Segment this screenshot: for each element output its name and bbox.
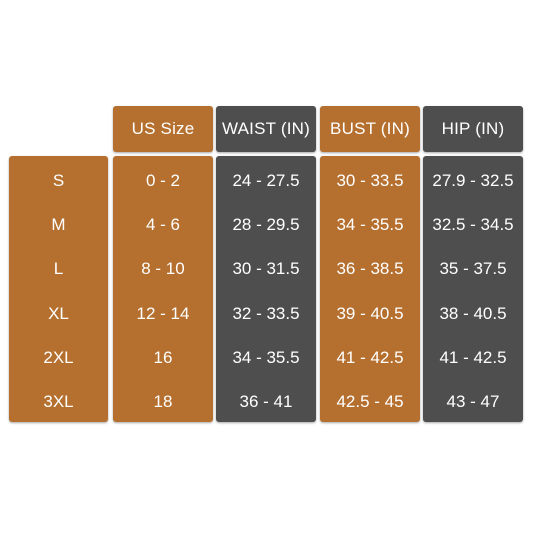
bust-cell: 36 - 38.5 (336, 259, 404, 278)
us-size-cell: 4 - 6 (145, 215, 181, 234)
waist-cell: 28 - 29.5 (232, 215, 300, 234)
us-size-cell: 16 (153, 348, 173, 367)
waist-cell: 32 - 33.5 (232, 304, 300, 323)
hip-cell: 41 - 42.5 (439, 348, 507, 367)
bust-cell: 30 - 33.5 (336, 171, 404, 190)
size-cell: 2XL (43, 348, 74, 367)
us-size-cell: 12 - 14 (136, 304, 190, 323)
header-waist: WAIST (IN) (216, 106, 316, 152)
hip-cell: 35 - 37.5 (439, 259, 507, 278)
hip-cell: 32.5 - 34.5 (432, 215, 514, 234)
bust-cell: 34 - 35.5 (336, 215, 404, 234)
size-cell: 3XL (43, 392, 74, 411)
us-size-cell: 18 (153, 392, 173, 411)
bust-cell: 39 - 40.5 (336, 304, 404, 323)
size-cell: L (53, 259, 64, 278)
bust-cell: 41 - 42.5 (336, 348, 404, 367)
column-waist: 24 - 27.5 28 - 29.5 30 - 31.5 32 - 33.5 … (216, 156, 316, 422)
waist-cell: 30 - 31.5 (232, 259, 300, 278)
size-cell: S (52, 171, 65, 190)
waist-cell: 24 - 27.5 (232, 171, 300, 190)
hip-cell: 43 - 47 (446, 392, 500, 411)
column-us-size: 0 - 2 4 - 6 8 - 10 12 - 14 16 18 (113, 156, 213, 422)
header-us-size: US Size (113, 106, 213, 152)
hip-cell: 38 - 40.5 (439, 304, 507, 323)
size-cell: XL (48, 304, 69, 323)
bust-cell: 42.5 - 45 (336, 392, 404, 411)
us-size-cell: 8 - 10 (141, 259, 185, 278)
header-bust: BUST (IN) (320, 106, 420, 152)
column-hip: 27.9 - 32.5 32.5 - 34.5 35 - 37.5 38 - 4… (423, 156, 523, 422)
waist-cell: 36 - 41 (239, 392, 293, 411)
us-size-cell: 0 - 2 (145, 171, 181, 190)
column-size: S M L XL 2XL 3XL (9, 156, 108, 422)
header-hip: HIP (IN) (423, 106, 523, 152)
size-cell: M (51, 215, 66, 234)
waist-cell: 34 - 35.5 (232, 348, 300, 367)
hip-cell: 27.9 - 32.5 (432, 171, 514, 190)
column-bust: 30 - 33.5 34 - 35.5 36 - 38.5 39 - 40.5 … (320, 156, 420, 422)
